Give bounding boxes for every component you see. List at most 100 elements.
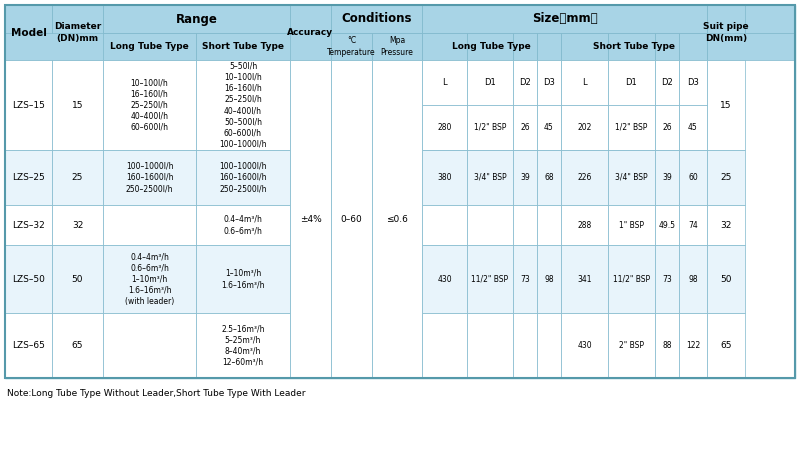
Bar — [372, 245, 422, 313]
Bar — [707, 205, 745, 245]
Bar — [103, 313, 196, 378]
Bar — [608, 60, 655, 105]
Text: 26: 26 — [662, 123, 672, 132]
Bar — [331, 5, 422, 33]
Bar — [5, 313, 52, 378]
Bar — [679, 313, 707, 378]
Bar — [52, 5, 103, 60]
Bar — [5, 33, 795, 60]
Text: Suit pipe
DN(mm): Suit pipe DN(mm) — [703, 23, 749, 43]
Bar — [513, 245, 537, 313]
Bar — [537, 245, 561, 313]
Bar — [290, 60, 331, 150]
Text: 25: 25 — [72, 173, 83, 182]
Bar — [5, 5, 52, 60]
Bar — [608, 33, 655, 60]
Bar — [679, 33, 707, 60]
Bar — [561, 245, 608, 313]
Bar — [290, 60, 331, 378]
Bar — [707, 313, 745, 378]
Bar — [513, 205, 537, 245]
Bar — [707, 5, 745, 60]
Text: 430: 430 — [437, 274, 452, 283]
Bar — [537, 313, 561, 378]
Text: 74: 74 — [688, 220, 698, 229]
Text: 88: 88 — [662, 341, 672, 350]
Bar — [331, 150, 372, 205]
Bar — [467, 60, 513, 105]
Bar — [331, 313, 372, 378]
Text: 3/4" BSP: 3/4" BSP — [474, 173, 506, 182]
Bar — [372, 33, 422, 60]
Text: 49.5: 49.5 — [658, 220, 675, 229]
Text: Model: Model — [10, 28, 46, 38]
Text: Long Tube Type: Long Tube Type — [452, 42, 531, 51]
Bar — [679, 150, 707, 205]
Text: 98: 98 — [544, 274, 554, 283]
Bar — [467, 205, 513, 245]
Bar — [537, 60, 561, 150]
Text: 226: 226 — [578, 173, 592, 182]
Bar — [655, 60, 679, 105]
Text: D2: D2 — [519, 78, 531, 87]
Text: Size（mm）: Size（mm） — [532, 13, 598, 25]
Bar — [290, 150, 331, 205]
Text: D1: D1 — [626, 78, 638, 87]
Bar — [679, 60, 707, 105]
Text: 45: 45 — [688, 123, 698, 132]
Bar — [103, 5, 290, 33]
Bar — [467, 33, 513, 60]
Bar — [5, 205, 52, 245]
Bar — [679, 105, 707, 150]
Bar — [52, 150, 103, 205]
Text: 11/2" BSP: 11/2" BSP — [471, 274, 509, 283]
Bar — [467, 105, 513, 150]
Bar — [608, 105, 655, 150]
Text: 341: 341 — [578, 274, 592, 283]
Bar — [372, 205, 422, 245]
Bar — [290, 5, 331, 60]
Bar — [537, 105, 561, 150]
Bar — [103, 245, 196, 313]
Bar — [707, 60, 745, 150]
Text: Accuracy: Accuracy — [287, 28, 334, 37]
Bar — [372, 313, 422, 378]
Bar — [196, 313, 290, 378]
Bar — [196, 33, 290, 60]
Bar — [196, 60, 290, 150]
Bar — [513, 313, 537, 378]
Text: 26: 26 — [520, 123, 530, 132]
Bar — [608, 205, 655, 245]
Text: 10–100l/h
16–160l/h
25–250l/h
40–400l/h
60–600l/h: 10–100l/h 16–160l/h 25–250l/h 40–400l/h … — [130, 78, 169, 132]
Bar — [52, 205, 103, 245]
Bar — [422, 245, 467, 313]
Bar — [513, 150, 537, 205]
Bar — [5, 5, 795, 378]
Bar — [5, 5, 795, 378]
Bar — [5, 150, 52, 205]
Text: 100–1000l/h
160–1600l/h
250–2500l/h: 100–1000l/h 160–1600l/h 250–2500l/h — [126, 162, 174, 193]
Bar — [331, 245, 372, 313]
Bar — [537, 205, 561, 245]
Text: LZS–32: LZS–32 — [12, 220, 45, 229]
Bar — [655, 150, 679, 205]
Text: 11/2" BSP: 11/2" BSP — [613, 274, 650, 283]
Text: 202: 202 — [578, 123, 592, 132]
Text: D1: D1 — [484, 78, 496, 87]
Text: D3: D3 — [687, 78, 699, 87]
Text: 39: 39 — [662, 173, 672, 182]
Text: 0.4–4m³/h
0.6–6m³/h: 0.4–4m³/h 0.6–6m³/h — [223, 215, 262, 235]
Bar — [103, 60, 196, 150]
Bar — [608, 150, 655, 205]
Text: 65: 65 — [720, 341, 732, 350]
Text: 65: 65 — [72, 341, 83, 350]
Bar — [561, 313, 608, 378]
Bar — [5, 60, 52, 150]
Bar — [422, 5, 707, 33]
Text: 50: 50 — [720, 274, 732, 283]
Bar — [537, 150, 561, 205]
Bar — [561, 60, 608, 150]
Bar — [331, 33, 372, 60]
Bar — [561, 205, 608, 245]
Bar — [655, 105, 679, 150]
